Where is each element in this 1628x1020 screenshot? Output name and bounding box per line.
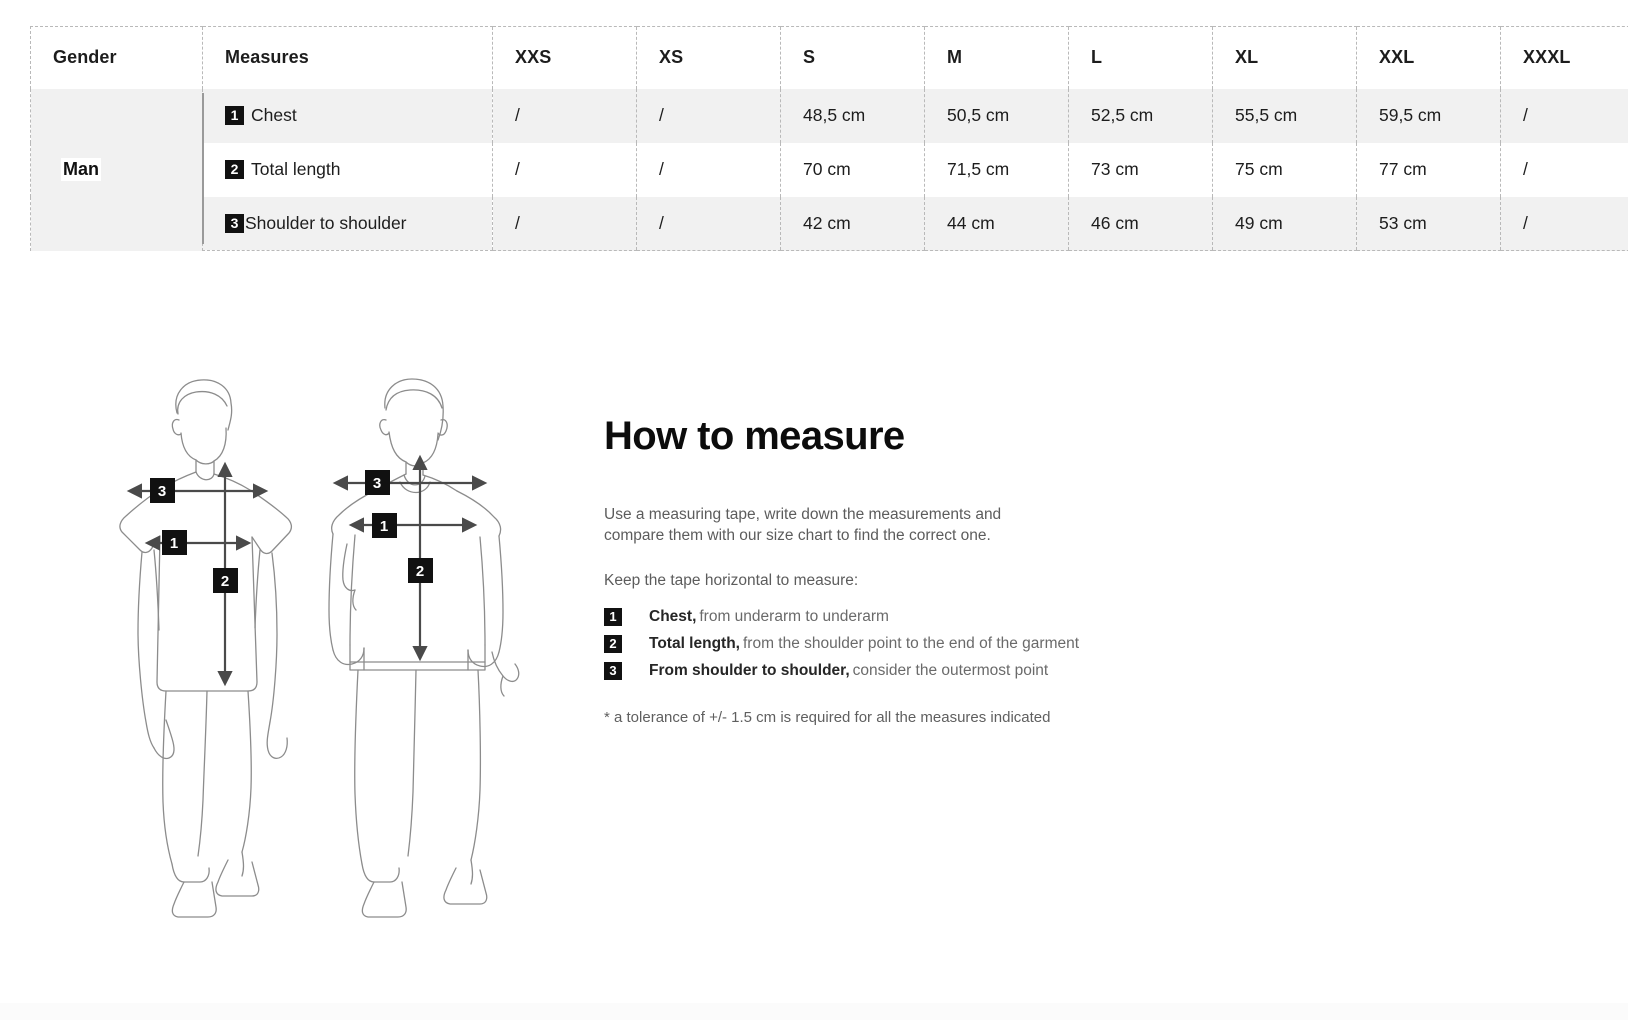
step-desc-total-length: from the shoulder point to the end of th… <box>742 634 1080 652</box>
step-desc-shoulder: consider the outermost point <box>852 661 1049 679</box>
cell-shoulder-m: 44 cm <box>924 196 1069 251</box>
cell-chest-xxxl: / <box>1500 88 1628 143</box>
column-header-xl: XL <box>1212 26 1357 89</box>
step-text-chest: Chest, from underarm to underarm <box>649 607 889 627</box>
how-to-measure-keep-tape: Keep the tape horizontal to measure: <box>604 572 859 589</box>
cell-shoulder-s: 42 cm <box>780 196 925 251</box>
svg-text:2: 2 <box>416 563 424 580</box>
column-header-s: S <box>780 26 925 89</box>
cell-shoulder-l: 46 cm <box>1068 196 1213 251</box>
step-text-shoulder: From shoulder to shoulder, consider the o… <box>649 661 1048 681</box>
cell-length-m: 71,5 cm <box>924 142 1069 197</box>
cell-length-xxl: 77 cm <box>1356 142 1501 197</box>
step-badge-3: 3 <box>604 661 622 680</box>
svg-text:1: 1 <box>170 535 178 552</box>
measure-cell-total-length: 2 Total length <box>202 142 493 197</box>
svg-text:3: 3 <box>373 475 381 492</box>
size-chart-container: Gender Measures XXS XS S M L XL XXL XXXL… <box>30 26 1628 251</box>
column-header-xxl: XXL <box>1356 26 1501 89</box>
cell-chest-xxs: / <box>492 88 637 143</box>
step-badge-1: 1 <box>604 607 622 626</box>
sweatshirt-marker-2: 2 <box>408 558 433 583</box>
measure-label-shoulder: Shoulder to shoulder <box>245 212 407 233</box>
table-header-row: Gender Measures XXS XS S M L XL XXL XXXL <box>30 26 1628 89</box>
measure-label-total-length: Total length <box>251 159 341 179</box>
cell-chest-s: 48,5 cm <box>780 88 925 143</box>
step-term-total-length: Total length, <box>649 634 740 652</box>
sweatshirt-marker-1: 1 <box>372 513 397 538</box>
cell-length-s: 70 cm <box>780 142 925 197</box>
how-to-measure-title: How to measure <box>604 414 905 458</box>
measure-badge-2: 2 <box>225 160 244 179</box>
tshirt-marker-3: 3 <box>150 478 175 503</box>
column-header-l: L <box>1068 26 1213 89</box>
cell-chest-xxl: 59,5 cm <box>1356 88 1501 143</box>
measure-cell-shoulder: 3 Shoulder to shoulder <box>202 196 493 251</box>
measure-badge-3: 3 <box>225 213 244 233</box>
cell-shoulder-xxl: 53 cm <box>1356 196 1501 251</box>
cell-chest-xs: / <box>636 88 781 143</box>
cell-shoulder-xxs: / <box>492 196 637 251</box>
column-header-measures: Measures <box>202 26 493 89</box>
column-header-gender: Gender <box>30 26 203 89</box>
svg-text:3: 3 <box>158 483 166 500</box>
cell-shoulder-xl: 49 cm <box>1212 196 1357 251</box>
column-header-xxxl: XXXL <box>1500 26 1628 89</box>
step-term-chest: Chest, <box>649 607 697 625</box>
tshirt-marker-1: 1 <box>162 530 187 555</box>
measure-step-total-length: 2 Total length, from the shoulder point t… <box>604 634 1224 654</box>
cell-chest-m: 50,5 cm <box>924 88 1069 143</box>
table-row: 2 Total length / / 70 cm 71,5 cm 73 cm 75… <box>31 142 1628 197</box>
cell-shoulder-xxxl: / <box>1500 196 1628 251</box>
measure-steps-list: 1 Chest, from underarm to underarm 2 Tota… <box>604 607 1224 681</box>
measure-label-chest: Chest <box>251 105 297 125</box>
cell-shoulder-xs: / <box>636 196 781 251</box>
cell-chest-l: 52,5 cm <box>1068 88 1213 143</box>
tshirt-marker-2: 2 <box>213 568 238 593</box>
how-to-measure-section: How to measure Use a measuring tape, wri… <box>604 412 1224 743</box>
table-row: 3 Shoulder to shoulder / / 42 cm 44 cm 46… <box>31 196 1628 251</box>
measure-badge-1: 1 <box>225 106 244 125</box>
cell-length-xs: / <box>636 142 781 197</box>
tolerance-note: * a tolerance of +/- 1.5 cm is required … <box>604 708 1051 726</box>
size-chart-table: Gender Measures XXS XS S M L XL XXL XXXL… <box>30 26 1628 251</box>
step-badge-2: 2 <box>604 634 622 653</box>
sweatshirt-figure-illustration <box>328 378 520 918</box>
measurement-illustrations: 3 1 2 <box>100 370 570 940</box>
step-text-total-length: Total length, from the shoulder point to … <box>649 634 1079 654</box>
svg-text:2: 2 <box>221 573 229 590</box>
step-term-shoulder: From shoulder to shoulder, <box>649 661 850 679</box>
step-desc-chest: from underarm to underarm <box>699 607 889 625</box>
cell-chest-xl: 55,5 cm <box>1212 88 1357 143</box>
cell-length-xxxl: / <box>1500 142 1628 197</box>
measure-cell-chest: 1 Chest <box>202 88 493 143</box>
cell-length-xxs: / <box>492 142 637 197</box>
sweatshirt-marker-3: 3 <box>365 470 390 495</box>
column-header-m: M <box>924 26 1069 89</box>
tshirt-figure-illustration <box>119 379 293 918</box>
gender-label: Man <box>61 157 101 182</box>
how-to-measure-intro: Use a measuring tape, write down the mea… <box>604 506 1002 544</box>
svg-text:1: 1 <box>380 518 388 535</box>
column-header-xs: XS <box>636 26 781 89</box>
table-row: Man 1 Chest / / 48,5 cm 50,5 cm 52,5 cm 5… <box>30 88 1628 251</box>
measure-step-chest: 1 Chest, from underarm to underarm <box>604 607 1224 627</box>
cell-length-xl: 75 cm <box>1212 142 1357 197</box>
gender-cell: Man <box>30 88 203 251</box>
bottom-band <box>0 1003 1628 1020</box>
measure-step-shoulder: 3 From shoulder to shoulder, consider the… <box>604 661 1224 681</box>
column-header-xxs: XXS <box>492 26 637 89</box>
cell-length-l: 73 cm <box>1068 142 1213 197</box>
